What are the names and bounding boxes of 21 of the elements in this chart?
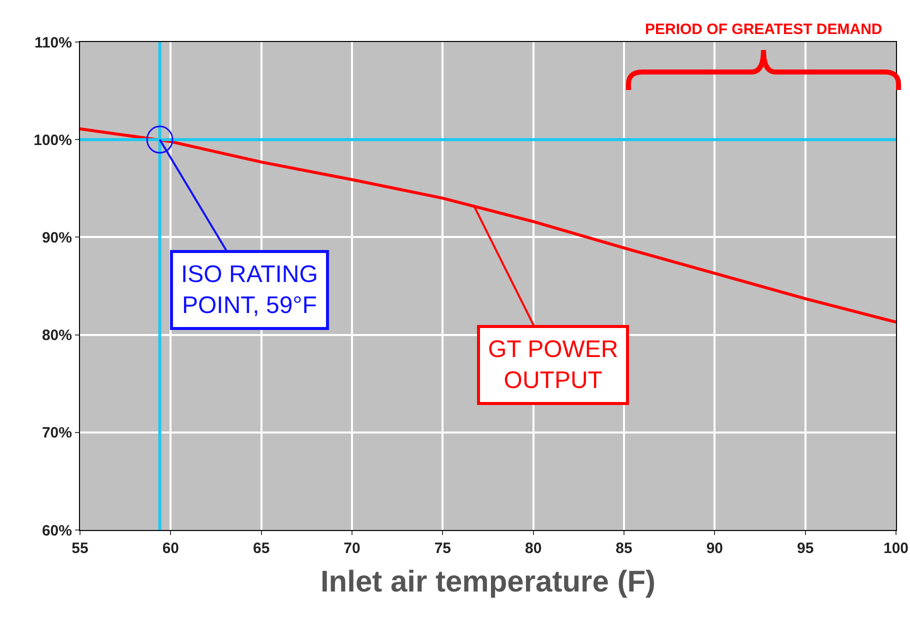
y-tick-label: 70%	[42, 424, 72, 442]
y-tick-label: 60%	[42, 522, 72, 540]
y-tick-label: 90%	[42, 229, 72, 246]
annotation: ISO RATING POINT, 59°F	[181, 261, 318, 320]
x-tick-label: 90	[706, 540, 724, 557]
x-axis-title: Inlet air temperature (F)	[320, 566, 656, 598]
x-tick-label: 85	[616, 540, 632, 557]
y-tick-label: 110%	[34, 34, 72, 52]
x-tick-label: 100	[883, 540, 909, 557]
text: PERIOD OF GREATEST DEMAND	[645, 21, 882, 38]
y-tick-label: 100%	[34, 132, 72, 149]
annotation: GT POWER OUTPUT	[488, 336, 618, 394]
x-tick-label: 70	[344, 540, 360, 557]
x-tick-label: 65	[252, 540, 270, 557]
x-tick-label: 95	[796, 540, 814, 557]
x-tick-label: 55	[72, 540, 88, 557]
x-tick-label: 75	[434, 540, 452, 557]
x-tick-label: 60	[162, 540, 180, 557]
line-series	[80, 127, 896, 324]
y-tick-label: 80%	[42, 327, 72, 344]
x-tick-label: 80	[524, 540, 542, 557]
